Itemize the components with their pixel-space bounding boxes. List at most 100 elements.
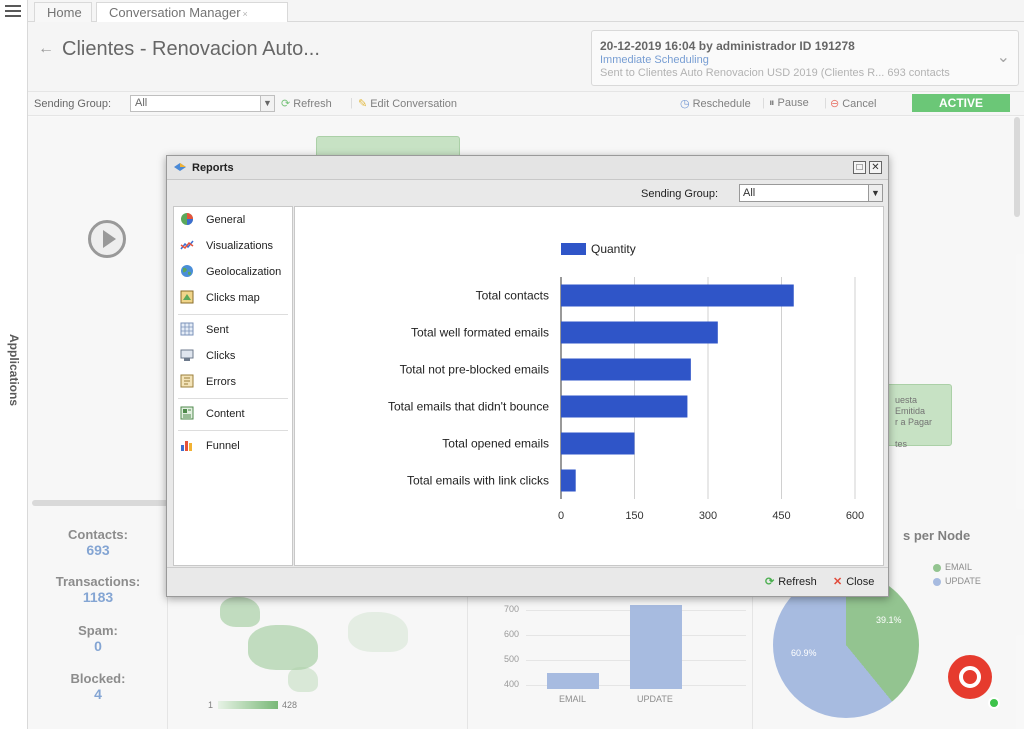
- chevron-down-icon: ▼: [260, 96, 274, 111]
- refresh-button[interactable]: ⟳ Refresh: [281, 98, 332, 110]
- bar-6: [561, 469, 576, 492]
- app-rail: Applications: [0, 0, 28, 729]
- maximize-icon[interactable]: □: [853, 161, 866, 174]
- category-label: EMAIL: [559, 694, 587, 704]
- dialog-filter-bar: Sending Group: All ▼: [173, 182, 883, 206]
- chevron-down-icon[interactable]: ⌄: [996, 49, 1010, 66]
- nav-item-general[interactable]: General: [174, 209, 292, 231]
- nav-item-content[interactable]: Content: [174, 403, 292, 425]
- legend-label: Quantity: [591, 242, 636, 256]
- stat-spam: Spam: 0: [78, 623, 118, 654]
- nav-item-errors[interactable]: Errors: [174, 371, 292, 393]
- bar-2: [561, 321, 718, 344]
- toolbar-divider: |: [824, 97, 827, 109]
- edit-conversation-button[interactable]: ✎ Edit Conversation: [358, 98, 458, 110]
- dialog-footer: ⟳ Refresh ✕ Close: [167, 567, 888, 596]
- axis-tick: 700: [504, 604, 520, 614]
- content-icon: [180, 406, 194, 420]
- category-label: Total well formated emails: [411, 326, 549, 340]
- axis-tick: 400: [504, 679, 520, 689]
- toolbar-divider: |: [762, 97, 765, 109]
- brand-logo[interactable]: [948, 655, 992, 699]
- nav-divider: [178, 314, 288, 315]
- online-status-dot: [988, 697, 1000, 709]
- clicks-icon: [180, 349, 194, 361]
- pause-button[interactable]: ⏸ Pause: [769, 97, 809, 109]
- brand-logo-mark: [959, 666, 981, 688]
- chevron-down-icon: ▼: [868, 185, 882, 201]
- nav-item-visualizations[interactable]: Visualizations: [174, 235, 292, 257]
- back-arrow-icon[interactable]: ←: [38, 40, 54, 57]
- nav-item-clicks[interactable]: Clicks: [174, 345, 292, 367]
- cancel-button[interactable]: ⊖ Cancel: [830, 98, 877, 110]
- sending-group-select[interactable]: All ▼: [130, 95, 275, 112]
- pie-title: s per Node: [903, 528, 971, 543]
- start-play-icon[interactable]: [88, 220, 126, 258]
- bar-4: [561, 395, 688, 418]
- map-legend-bar: [218, 701, 278, 709]
- category-label: Total emails with link clicks: [407, 474, 549, 488]
- x-tick-label: 150: [625, 510, 643, 522]
- map-region: [348, 612, 408, 652]
- flow-node[interactable]: uesta Emitida r a Pagar tes: [878, 384, 952, 449]
- nav-divider: [178, 398, 288, 399]
- info-sent-to: Sent to Clientes Auto Renovacion USD 201…: [600, 67, 950, 79]
- tab-home[interactable]: Home: [34, 2, 92, 22]
- stat-contacts: Contacts: 693: [68, 527, 128, 558]
- x-tick-label: 300: [699, 510, 717, 522]
- tab-close-icon[interactable]: ×: [242, 9, 248, 19]
- nav-item-clicks-map[interactable]: Clicks map: [174, 287, 292, 309]
- x-tick-label: 0: [558, 510, 564, 522]
- close-icon: ✕: [833, 576, 843, 588]
- globe-icon: [181, 265, 193, 277]
- stats-panel: Contacts: 693 Transactions: 1183 Spam: 0 Bl…: [28, 517, 168, 729]
- nav-item-geolocalization[interactable]: Geolocalization: [174, 261, 292, 283]
- bar-5: [561, 432, 635, 455]
- page-header: ← Clientes - Renovacion Auto... 20-12-20…: [28, 22, 1024, 92]
- info-scheduling-link[interactable]: Immediate Scheduling: [600, 54, 709, 66]
- axis-tick: 600: [504, 629, 520, 639]
- map-region: [288, 667, 318, 692]
- report-content: 0 150 300 450 600 Quantity Total contacts Total…: [294, 206, 884, 566]
- reschedule-button[interactable]: ◷ Reschedule: [680, 98, 751, 110]
- pie-label: 39.1%: [876, 615, 902, 625]
- horizontal-scrollbar[interactable]: [32, 500, 262, 506]
- category-label: Total not pre-blocked emails: [400, 363, 549, 377]
- tab-conversation-manager[interactable]: Conversation Manager ×: [96, 2, 288, 22]
- x-tick-label: 600: [846, 510, 864, 522]
- category-label: UPDATE: [637, 694, 673, 704]
- nav-item-funnel[interactable]: Funnel: [174, 435, 292, 457]
- map-region: [248, 625, 318, 670]
- funnel-icon: [181, 441, 192, 451]
- info-date-author-id: 20-12-2019 16:04 by administrador ID 191…: [600, 39, 855, 53]
- pie-chart-icon: [181, 213, 193, 225]
- dialog-close-button[interactable]: ✕ Close: [833, 576, 875, 588]
- dialog-refresh-button[interactable]: ⟳ Refresh: [765, 576, 817, 588]
- refresh-icon: ⟳: [765, 576, 775, 588]
- hamburger-menu-icon[interactable]: [5, 5, 21, 17]
- bar-1: [561, 284, 794, 307]
- nav-item-sent[interactable]: Sent: [174, 319, 292, 341]
- vertical-scrollbar[interactable]: [1014, 117, 1020, 217]
- legend-update: UPDATE: [933, 576, 981, 586]
- tab-bar: Home Conversation Manager ×: [28, 0, 1024, 22]
- line-chart-icon: [180, 240, 194, 250]
- category-label: Total contacts: [476, 289, 549, 303]
- quantity-bar-chart: 0 150 300 450 600 Quantity Total contacts Total…: [388, 242, 864, 522]
- applications-tab[interactable]: Applications: [7, 333, 22, 407]
- reports-dialog: Reports □ ✕ Sending Group: All ▼ General…: [166, 155, 889, 597]
- sending-group-select[interactable]: All ▼: [739, 184, 883, 202]
- conversation-info-box[interactable]: 20-12-2019 16:04 by administrador ID 191…: [591, 30, 1019, 86]
- pencil-icon: ✎: [358, 98, 368, 110]
- status-badge: ACTIVE: [912, 94, 1010, 112]
- report-nav: General Visualizations Geolocalization C…: [173, 206, 293, 566]
- legend-swatch: [561, 243, 586, 255]
- close-icon[interactable]: ✕: [869, 161, 882, 174]
- category-label: Total emails that didn't bounce: [388, 400, 549, 414]
- page-title: Clientes - Renovacion Auto...: [62, 38, 320, 60]
- dialog-titlebar[interactable]: Reports □ ✕: [167, 156, 888, 180]
- dialog-title: Reports: [192, 162, 234, 174]
- map-region: [220, 597, 260, 627]
- map-legend-max: 428: [282, 700, 298, 710]
- stat-transactions: Transactions: 1183: [55, 574, 141, 605]
